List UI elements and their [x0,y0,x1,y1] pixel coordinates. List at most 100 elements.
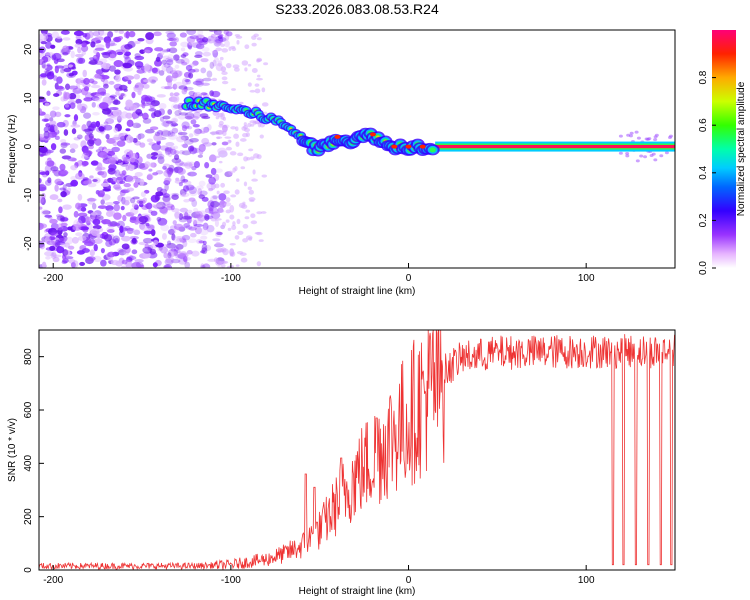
noise-blob [182,215,193,220]
noise-blob [148,96,156,103]
noise-blob [211,77,218,82]
noise-blob [114,169,121,177]
noise-blob [168,133,178,140]
noise-blob [98,58,108,64]
noise-blob [211,50,217,54]
noise-blob [93,238,103,244]
noise-blob [117,159,123,164]
noise-blob [116,140,126,147]
noise-blob [90,160,99,166]
noise-blob [194,54,203,59]
noise-blob [74,43,82,48]
snr-y-axis: 0 200 400 600 800 [23,348,44,573]
snr-y-tick-label: 0 [23,567,34,573]
noise-blob [116,176,126,181]
noise-blob [107,167,116,175]
noise-blob [178,112,189,116]
noise-blob [135,261,144,268]
noise-blob [73,114,79,122]
noise-blob [94,36,104,41]
noise-blob [39,206,43,210]
noise-blob [245,209,251,213]
noise-blob [149,162,155,168]
noise-blob [207,124,212,131]
noise-blob [132,112,137,120]
noise-blob [177,131,188,136]
noise-blob [107,31,114,38]
noise-blob [192,80,203,86]
noise-blob [131,91,136,99]
snr-background [39,330,675,570]
noise-blob [144,129,155,134]
noise-blob [56,76,63,84]
noise-blob [200,263,205,268]
noise-blob [170,228,177,235]
noise-blob [97,30,105,36]
noise-blob [54,65,59,74]
noise-blob [173,145,179,150]
noise-blob [178,213,184,221]
noise-blob [251,67,258,73]
noise-blob [171,117,179,123]
noise-blob [176,238,185,242]
noise-blob [112,108,121,117]
noise-blob [163,179,171,186]
noise-blob [39,242,46,250]
noise-blob [70,164,78,171]
noise-blob [245,235,253,240]
noise-blob [86,120,92,128]
noise-blob [225,63,232,69]
noise-blob [41,261,47,268]
noise-blob [76,102,83,111]
noise-blob [197,38,204,43]
noise-blob [210,182,216,191]
noise-blob [184,161,193,169]
noise-blob [210,167,217,176]
noise-blob [56,223,64,231]
noise-blob [77,57,86,64]
noise-blob [137,38,145,42]
noise-blob [221,260,229,264]
noise-blob [213,212,218,217]
noise-blob [254,83,260,87]
noise-blob [92,31,101,37]
noise-blob [63,67,72,73]
noise-blob [171,157,182,164]
noise-blob [80,206,87,212]
colorbar-gradient [712,30,736,268]
tone-peak [405,144,412,149]
noise-blob [49,218,58,224]
noise-blob [133,86,144,93]
snr-y-tick-label: 600 [23,401,34,418]
noise-blob [174,54,180,61]
noise-blob [183,138,194,145]
noise-blob [175,59,185,64]
noise-blob [199,227,209,236]
noise-blob [49,120,57,126]
noise-blob [118,230,126,238]
noise-blob [194,51,203,56]
snr-x-tick-label: -100 [221,575,241,586]
noise-blob [167,248,177,257]
noise-blob [166,240,172,246]
noise-blob [107,251,116,258]
colorbar-tick-label: 0.6 [698,118,709,132]
noise-blob [117,132,125,141]
noise-blob [243,122,247,127]
noise-blob [125,31,130,39]
noise-blob [131,249,138,255]
noise-blob [87,178,92,185]
noise-blob [45,41,52,49]
noise-blob [200,92,208,96]
noise-blob [158,103,167,110]
noise-blob [123,51,131,57]
noise-blob [49,125,55,133]
noise-blob [172,104,182,109]
noise-blob [189,190,198,197]
noise-blob [221,263,226,268]
noise-blob [635,159,640,163]
noise-blob [239,101,244,105]
noise-blob [100,199,105,205]
noise-blob [625,154,630,158]
